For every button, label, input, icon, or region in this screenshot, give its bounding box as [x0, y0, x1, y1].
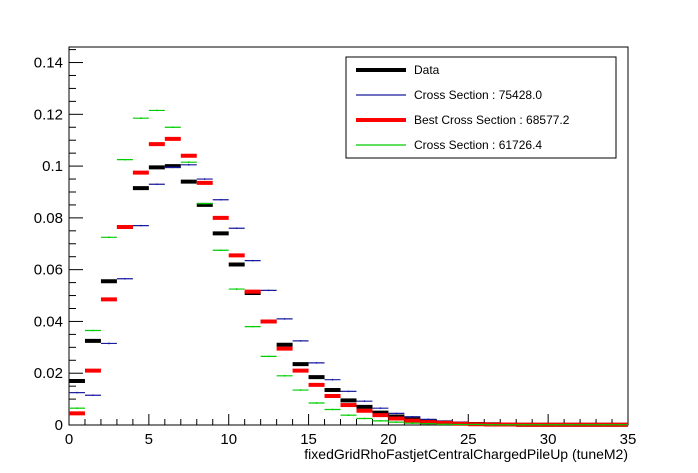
bin-center-point	[155, 183, 158, 186]
bin-center-point	[171, 126, 174, 129]
bin-center-point	[427, 418, 430, 421]
bin-center-point	[395, 421, 398, 424]
bin-center-point	[379, 407, 382, 410]
bin-center-point	[203, 178, 206, 180]
bin-center-point	[92, 394, 94, 397]
bin-center-point	[251, 325, 254, 328]
bin-center-point	[219, 198, 222, 201]
bin-center-point	[235, 227, 238, 230]
plot-axes: 0 5 10 15 20 25 30 35 0 0.02 0.04 0.06 0.08 0.1 0.12 0.…	[34, 46, 637, 462]
series-1	[69, 163, 628, 426]
bin-center-point	[475, 423, 478, 426]
bin-center-point	[555, 423, 558, 426]
legend-label: Data	[414, 63, 440, 77]
bin-center-point	[491, 423, 494, 426]
x-tick-label: 25	[460, 431, 477, 448]
y-tick-label: 0.14	[34, 55, 63, 72]
x-tick-label: 10	[220, 431, 237, 448]
bin-center-point	[124, 158, 126, 161]
y-tick-label: 0	[55, 417, 63, 434]
legend-label: Best Cross Section : 68577.2	[414, 113, 570, 127]
legend: Data Cross Section : 75428.0 Best Cross Se…	[345, 56, 617, 159]
bin-center-point	[539, 423, 542, 426]
x-tick-label: 20	[380, 431, 397, 448]
bin-center-point	[347, 390, 350, 393]
bin-center-point	[571, 423, 573, 426]
series-0	[69, 164, 628, 427]
bin-center-point	[76, 391, 78, 394]
legend-box	[345, 56, 617, 159]
y-tick-label: 0.04	[34, 313, 63, 330]
y-tick-label: 0.06	[34, 262, 63, 279]
bin-center-point	[251, 259, 254, 262]
bin-center-point	[76, 407, 78, 410]
bin-center-point	[187, 161, 190, 164]
x-tick-label: 15	[300, 431, 317, 448]
bin-center-point	[219, 249, 222, 252]
bin-center-point	[139, 224, 142, 227]
x-tick-label: 0	[65, 431, 73, 448]
bin-center-point	[507, 423, 510, 426]
bin-center-point	[235, 288, 238, 290]
bin-center-point	[395, 412, 398, 415]
bin-center-point	[331, 408, 334, 411]
plot-frame	[68, 46, 629, 426]
bin-center-point	[187, 163, 190, 166]
bin-center-point	[299, 339, 302, 342]
bin-center-point	[92, 329, 94, 332]
bin-center-point	[427, 422, 430, 425]
bin-center-point	[108, 342, 110, 345]
legend-label: Cross Section : 61726.4	[414, 138, 542, 152]
y-tick-label: 0.02	[34, 365, 63, 382]
bin-center-point	[347, 414, 350, 417]
series-2	[69, 136, 628, 427]
bin-center-point	[283, 374, 286, 377]
bin-center-point	[363, 400, 366, 403]
bin-center-point	[124, 277, 126, 280]
bin-center-point	[411, 422, 414, 425]
bin-center-point	[171, 166, 174, 169]
bin-center-point	[108, 236, 110, 239]
bin-center-point	[587, 423, 589, 426]
x-tick-label: 5	[145, 431, 153, 448]
bin-center-point	[619, 423, 621, 426]
bin-center-point	[283, 317, 286, 320]
bin-center-point	[299, 389, 302, 391]
bin-center-point	[139, 117, 142, 120]
series-3	[69, 109, 628, 426]
histogram-bins	[69, 109, 628, 427]
bin-center-point	[315, 402, 318, 404]
bin-center-point	[331, 378, 334, 381]
bin-center-point	[443, 423, 446, 426]
bin-center-point	[363, 417, 366, 420]
x-axis-title: fixedGridRhoFastjetCentralChargedPileUp …	[304, 446, 628, 462]
bin-center-point	[155, 109, 158, 112]
bin-center-point	[379, 419, 382, 422]
bin-center-point	[603, 423, 605, 426]
y-tick-label: 0.08	[34, 210, 63, 227]
x-tick-label: 35	[620, 431, 637, 448]
bin-center-point	[267, 355, 270, 358]
bin-center-point	[203, 202, 206, 205]
y-tick-label: 0.1	[42, 158, 63, 175]
y-tick-label: 0.12	[34, 106, 63, 123]
bin-center-point	[523, 423, 526, 426]
bin-center-point	[315, 361, 318, 364]
bin-center-point	[411, 415, 414, 418]
x-tick-label: 30	[540, 431, 557, 448]
legend-label: Cross Section : 75428.0	[414, 88, 542, 102]
bin-center-point	[267, 289, 270, 292]
bin-center-point	[459, 423, 462, 426]
